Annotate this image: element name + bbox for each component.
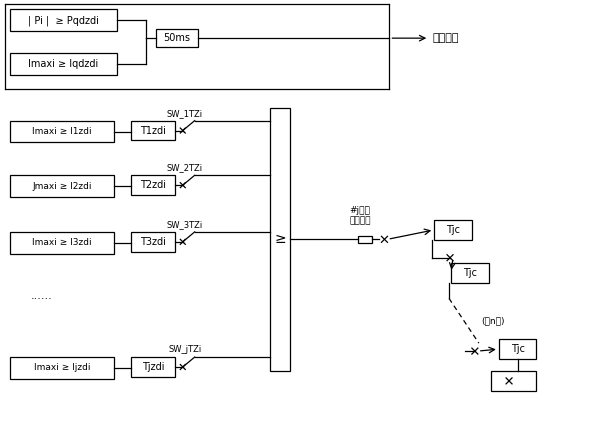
Text: Tjc: Tjc <box>463 268 477 278</box>
Text: SW_1TZi: SW_1TZi <box>167 109 203 118</box>
Text: 50ms: 50ms <box>163 33 191 43</box>
Text: SW_jTZi: SW_jTZi <box>168 345 201 354</box>
Text: 过载启动: 过载启动 <box>432 33 459 43</box>
Text: T3zdi: T3zdi <box>140 237 166 247</box>
Bar <box>131 121 175 141</box>
Text: Tjc: Tjc <box>446 225 460 235</box>
Bar <box>451 263 489 282</box>
Bar <box>10 357 114 379</box>
Text: Jmaxi ≥ I2zdi: Jmaxi ≥ I2zdi <box>32 181 92 191</box>
Bar <box>10 175 114 197</box>
Bar <box>491 371 537 391</box>
Text: (共n轮): (共n轮) <box>481 316 505 325</box>
Bar <box>499 339 537 359</box>
Text: Tjzdi: Tjzdi <box>142 362 164 372</box>
Bar <box>10 9 117 31</box>
Bar <box>131 357 175 377</box>
Text: Imaxi ≥ Ijzdi: Imaxi ≥ Ijzdi <box>34 363 90 372</box>
Text: Imaxi ≥ I1zdi: Imaxi ≥ I1zdi <box>32 127 92 136</box>
Bar <box>131 175 175 195</box>
Bar <box>131 232 175 252</box>
Text: #j过载
跃切投入: #j过载 跃切投入 <box>350 206 371 225</box>
Text: | Pi |  ≥ Pqdzdi: | Pi | ≥ Pqdzdi <box>28 15 99 26</box>
Bar <box>156 29 198 47</box>
Text: Imaxi ≥ I3zdi: Imaxi ≥ I3zdi <box>32 238 92 248</box>
Text: Tjc: Tjc <box>511 344 525 354</box>
Text: ......: ...... <box>31 291 53 302</box>
Text: ≥: ≥ <box>274 232 286 246</box>
Bar <box>10 232 114 254</box>
Text: Imaxi ≥ Iqdzdi: Imaxi ≥ Iqdzdi <box>28 59 99 69</box>
Text: SW_2TZi: SW_2TZi <box>167 163 203 172</box>
Bar <box>10 53 117 75</box>
Text: SW_3TZi: SW_3TZi <box>166 220 203 229</box>
Bar <box>358 236 371 243</box>
Bar <box>270 108 290 371</box>
Bar <box>10 121 114 142</box>
Text: T2zdi: T2zdi <box>140 180 166 190</box>
Bar <box>434 220 472 240</box>
Text: T1zdi: T1zdi <box>140 126 166 135</box>
